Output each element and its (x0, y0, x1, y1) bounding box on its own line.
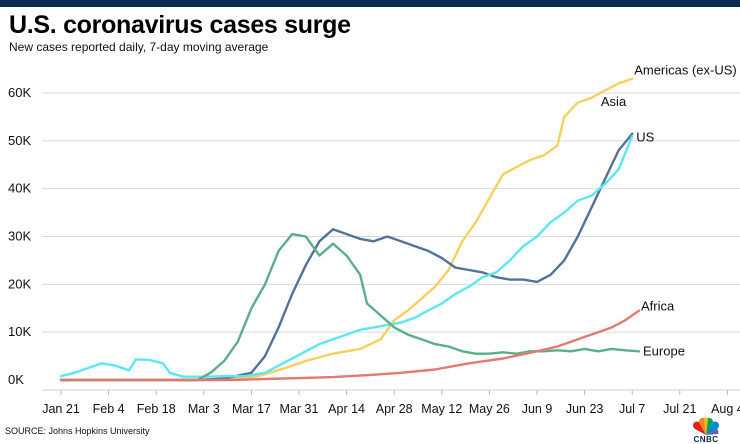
gridlines (42, 92, 740, 333)
source-note: SOURCE: Johns Hopkins University (5, 426, 150, 436)
peacock-icon (692, 417, 720, 435)
y-tick-label: 0K (8, 372, 24, 387)
y-tick-label: 30K (8, 229, 31, 244)
x-tick-label: Jun 23 (566, 402, 604, 416)
series-line-asia (59, 134, 634, 378)
y-tick-label: 40K (8, 181, 31, 196)
chart-subtitle: New cases reported daily, 7-day moving a… (9, 40, 269, 54)
series-label: Americas (ex-US) (634, 63, 737, 78)
chart-title: U.S. coronavirus cases surge (9, 11, 351, 39)
x-tick-label: Aug 4 (711, 402, 740, 416)
series-line-africa (59, 309, 641, 382)
y-tick-label: 60K (8, 85, 31, 100)
series-labels: Americas (ex-US) US Asia Europe Africa (601, 63, 737, 359)
x-tick-label: May 12 (421, 402, 462, 416)
x-tick-label: Feb 4 (93, 402, 125, 416)
x-tick-label: Mar 31 (280, 402, 319, 416)
x-tick-label: Jan 21 (42, 402, 80, 416)
x-tick-label: Apr 28 (376, 402, 413, 416)
series-label: Europe (643, 343, 685, 358)
series-lines (59, 77, 641, 382)
cnbc-wordmark: CNBC (693, 435, 719, 444)
x-tick-label: May 26 (469, 402, 510, 416)
y-tick-label: 10K (8, 324, 31, 339)
x-tick-label: Mar 3 (188, 402, 220, 416)
x-tick-label: Jul 7 (619, 402, 645, 416)
axes: 0K 10K 20K 30K 40K 50K 60K Jan 21 Feb 4 Feb 18 Mar… (8, 85, 740, 416)
x-tick-label: Mar 17 (232, 402, 271, 416)
x-tick-label: Jun 9 (522, 402, 553, 416)
series-label: US (636, 130, 654, 145)
series-label: Africa (641, 299, 675, 314)
series-line-americas-ex-us (59, 77, 634, 382)
x-tick-label: Apr 14 (328, 402, 365, 416)
y-tick-label: 50K (8, 133, 31, 148)
top-bar (0, 0, 740, 7)
series-line-us (59, 132, 634, 382)
cnbc-logo: CNBC (684, 415, 728, 444)
x-tick-label: Feb 18 (137, 402, 176, 416)
x-tick-label: Jul 21 (663, 402, 696, 416)
y-tick-label: 20K (8, 276, 31, 291)
series-label: Asia (601, 94, 627, 109)
series-line-europe (59, 232, 641, 382)
